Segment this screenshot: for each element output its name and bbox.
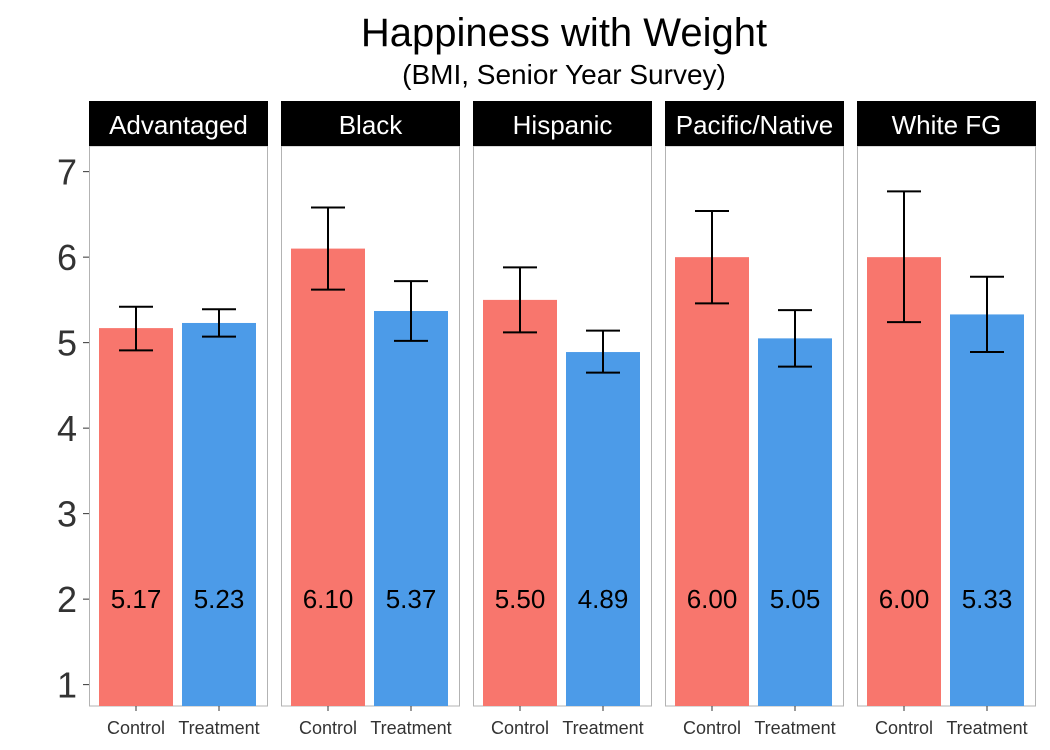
value-label: 5.17 bbox=[111, 584, 162, 614]
value-label: 5.05 bbox=[770, 584, 821, 614]
y-tick-label: 4 bbox=[57, 408, 77, 449]
value-label: 4.89 bbox=[578, 584, 629, 614]
facet-panel: Advantaged 5.17 Control 5.23 Treatment bbox=[89, 101, 268, 738]
facet-strip-label: Black bbox=[339, 110, 404, 140]
facet-panel: White FG 6.00 Control 5.33 Treatment bbox=[857, 101, 1036, 738]
facet-strip-label: White FG bbox=[892, 110, 1002, 140]
y-tick-label: 6 bbox=[57, 237, 77, 278]
facet-strip bbox=[665, 101, 844, 146]
facet-strip-label: Hispanic bbox=[513, 110, 613, 140]
x-tick-label: Control bbox=[299, 718, 357, 738]
bar-control bbox=[483, 299, 557, 706]
facet-panel: Hispanic 5.50 Control 4.89 Treatment bbox=[473, 101, 652, 738]
y-tick-label: 1 bbox=[57, 665, 77, 706]
bar-treatment bbox=[182, 322, 256, 706]
facet-panel: Pacific/Native 6.00 Control 5.05 Treatment bbox=[665, 101, 844, 738]
facet-panel: Black 6.10 Control 5.37 Treatment bbox=[281, 101, 460, 738]
x-tick-label: Control bbox=[875, 718, 933, 738]
x-tick-label: Treatment bbox=[754, 718, 835, 738]
chart-subtitle: (BMI, Senior Year Survey) bbox=[402, 59, 726, 90]
bar-control bbox=[867, 257, 941, 706]
y-tick-label: 5 bbox=[57, 323, 77, 364]
x-tick-label: Control bbox=[107, 718, 165, 738]
value-label: 5.50 bbox=[495, 584, 546, 614]
value-label: 6.00 bbox=[879, 584, 930, 614]
facet-strip bbox=[89, 101, 268, 146]
x-tick-label: Treatment bbox=[562, 718, 643, 738]
x-tick-label: Control bbox=[683, 718, 741, 738]
value-label: 5.23 bbox=[194, 584, 245, 614]
facet-strip bbox=[857, 101, 1036, 146]
facet-strip bbox=[473, 101, 652, 146]
bar-treatment bbox=[374, 311, 448, 706]
value-label: 6.10 bbox=[303, 584, 354, 614]
facet-strip-label: Pacific/Native bbox=[676, 110, 834, 140]
bar-control bbox=[291, 248, 365, 707]
value-label: 6.00 bbox=[687, 584, 738, 614]
y-tick-label: 2 bbox=[57, 579, 77, 620]
chart-title: Happiness with Weight bbox=[361, 11, 767, 55]
facet-panels: Advantaged 5.17 Control 5.23 Treatment Black 6… bbox=[89, 101, 1036, 738]
y-tick-label: 3 bbox=[57, 494, 77, 535]
x-tick-label: Treatment bbox=[946, 718, 1027, 738]
facet-strip bbox=[281, 101, 460, 146]
y-axis: 1 2 3 4 5 6 7 bbox=[57, 152, 89, 706]
facet-strip-label: Advantaged bbox=[109, 110, 248, 140]
y-tick-label: 7 bbox=[57, 152, 77, 193]
x-tick-label: Control bbox=[491, 718, 549, 738]
bar-treatment bbox=[950, 314, 1024, 706]
value-label: 5.37 bbox=[386, 584, 437, 614]
x-tick-label: Treatment bbox=[370, 718, 451, 738]
bar-control bbox=[99, 328, 173, 706]
value-label: 5.33 bbox=[962, 584, 1013, 614]
bar-treatment bbox=[758, 338, 832, 706]
bar-treatment bbox=[566, 352, 640, 706]
bar-control bbox=[675, 257, 749, 706]
x-tick-label: Treatment bbox=[178, 718, 259, 738]
